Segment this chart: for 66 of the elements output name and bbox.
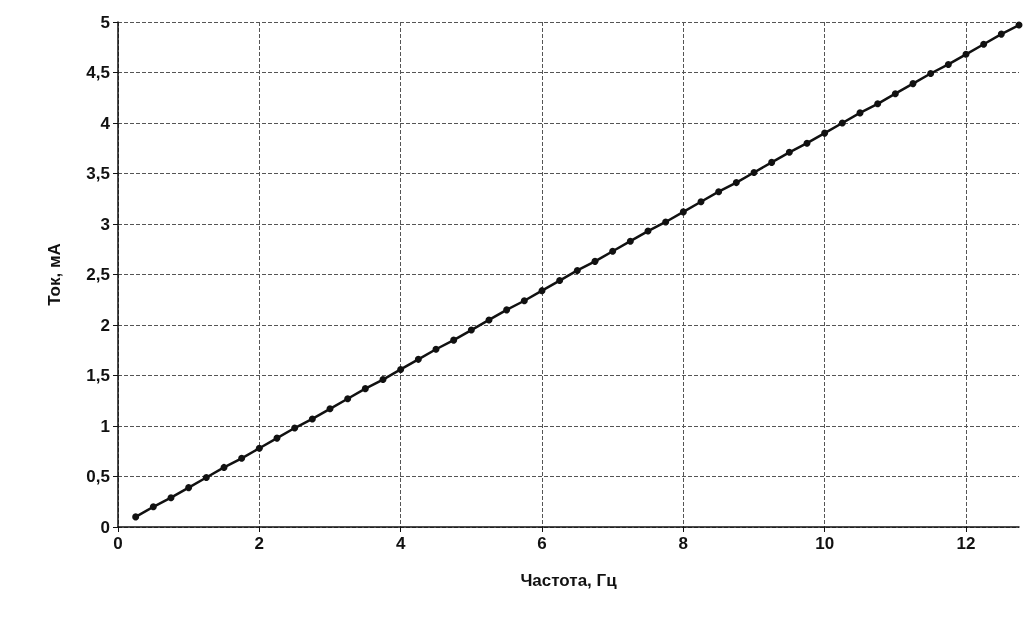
point <box>715 188 723 196</box>
x-tick-label: 12 <box>956 534 976 553</box>
point <box>326 405 334 413</box>
point <box>538 287 546 295</box>
point <box>132 513 140 521</box>
point <box>626 237 634 245</box>
point <box>503 306 511 314</box>
point <box>732 179 740 187</box>
point <box>255 444 263 452</box>
point <box>308 415 316 423</box>
point <box>874 100 882 108</box>
x-tick-label: 2 <box>254 534 265 553</box>
point <box>962 50 970 58</box>
y-axis-title: Ток, мА <box>45 243 64 306</box>
y-tick-label: 3,5 <box>86 164 110 183</box>
point <box>202 474 210 482</box>
point <box>361 385 369 393</box>
point <box>167 494 175 502</box>
point <box>927 70 935 78</box>
point <box>573 266 581 274</box>
point <box>750 168 758 176</box>
point <box>397 365 405 373</box>
x-tick-label: 8 <box>678 534 689 553</box>
point <box>556 277 564 285</box>
x-tick-label: 0 <box>113 534 123 553</box>
point <box>997 30 1005 38</box>
y-tick-label: 3 <box>100 214 110 234</box>
point <box>467 326 475 334</box>
y-tick-label: 0 <box>100 517 110 537</box>
point <box>591 257 599 265</box>
point <box>768 158 776 166</box>
point <box>980 40 988 48</box>
x-tick-label: 4 <box>395 534 406 553</box>
point <box>803 139 811 147</box>
point <box>838 119 846 127</box>
x-tick-label: 6 <box>537 534 547 553</box>
x-tick-label: 10 <box>815 534 835 553</box>
point <box>785 148 793 156</box>
point <box>238 454 246 462</box>
y-tick-label: 2 <box>100 315 110 335</box>
point <box>679 208 687 216</box>
y-tick-label: 1 <box>100 416 110 436</box>
point <box>149 503 157 511</box>
point <box>909 80 917 88</box>
x-axis-title: Частота, Гц <box>520 571 618 590</box>
point <box>291 424 299 432</box>
y-tick-label: 0,5 <box>86 467 110 486</box>
point <box>944 60 952 68</box>
point <box>414 355 422 363</box>
point <box>185 484 193 492</box>
point <box>344 395 352 403</box>
y-tick-label: 5 <box>100 12 110 32</box>
point <box>821 129 829 137</box>
point <box>220 463 228 471</box>
point <box>379 376 387 384</box>
point <box>432 345 440 353</box>
y-tick-label: 4 <box>100 113 111 133</box>
y-tick-label: 4,5 <box>86 63 110 82</box>
point <box>662 218 670 226</box>
point <box>697 198 705 206</box>
point <box>891 90 899 98</box>
point <box>520 297 528 305</box>
point <box>609 247 617 255</box>
y-tick-label: 2,5 <box>86 265 110 284</box>
y-tick-label: 1,5 <box>86 366 110 385</box>
point <box>450 336 458 344</box>
